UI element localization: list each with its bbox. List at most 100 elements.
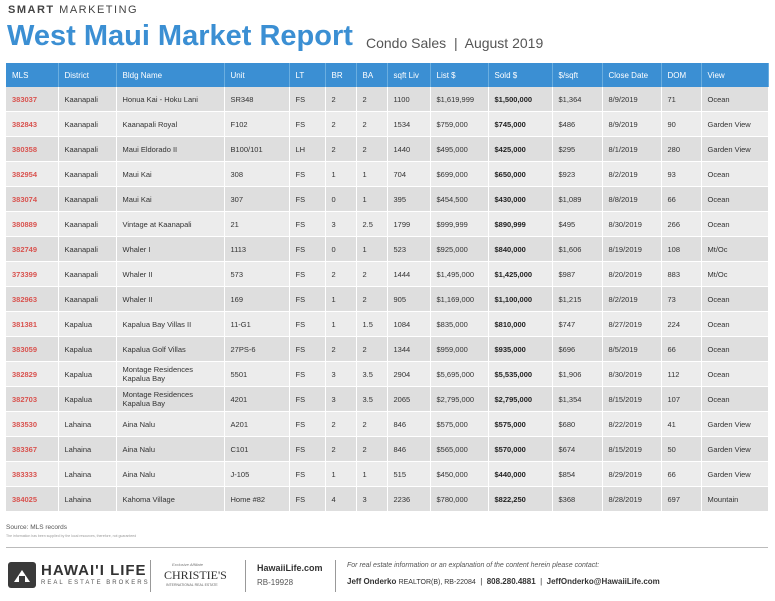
table-cell: SR348 <box>224 87 290 112</box>
table-cell: 8/15/2019 <box>602 386 662 412</box>
table-cell: FS <box>289 361 326 387</box>
table-cell: $1,495,000 <box>430 261 489 287</box>
table-row: 382843 Kaanapali Kaanapali Royal F102 FS 2 2 15… <box>6 111 769 137</box>
brand-sub: REAL ESTATE BROKERS <box>41 580 150 586</box>
agent-title: REALTOR(B), RB-22084 <box>398 579 476 586</box>
table-cell: 66 <box>661 461 702 487</box>
source: Source: MLS records <box>6 524 68 531</box>
contact-note: For real estate information or an explan… <box>347 562 600 569</box>
table-cell: 2 <box>356 111 388 137</box>
table-cell: 883 <box>661 261 702 287</box>
table-cell: 373399 <box>6 261 59 287</box>
column-header: Bldg Name <box>116 63 225 87</box>
table-cell: 93 <box>661 161 702 187</box>
table-cell: 523 <box>387 236 431 262</box>
table-cell: B100/101 <box>224 136 290 162</box>
table-cell: 8/30/2019 <box>602 361 662 387</box>
table-cell: 2236 <box>387 486 431 512</box>
table-cell: 66 <box>661 336 702 362</box>
table-cell: Kaanapali <box>58 211 117 237</box>
table-cell: 8/9/2019 <box>602 111 662 137</box>
table-cell: 2904 <box>387 361 431 387</box>
table-cell: $1,100,000 <box>488 286 553 312</box>
table-cell: FS <box>289 161 326 187</box>
table-cell: $1,364 <box>552 87 603 112</box>
table-cell: $959,000 <box>430 336 489 362</box>
table-cell: $840,000 <box>488 236 553 262</box>
table-cell: 2 <box>356 261 388 287</box>
table-cell: 1799 <box>387 211 431 237</box>
table-cell: 1444 <box>387 261 431 287</box>
table-cell: 8/5/2019 <box>602 336 662 362</box>
table-cell: 382843 <box>6 111 59 137</box>
table-row: 383367 Lahaina Aina Nalu C101 FS 2 2 846 $565,00… <box>6 436 769 462</box>
column-header: LT <box>289 63 326 87</box>
column-header: $/sqft <box>552 63 603 87</box>
table-row: 383037 Kaanapali Honua Kai - Hoku Lani SR34… <box>6 87 769 112</box>
table-cell: $780,000 <box>430 486 489 512</box>
table-cell: 2 <box>325 261 357 287</box>
table-cell: 307 <box>224 186 290 212</box>
table-cell: Ocean <box>701 186 769 212</box>
table-cell: $5,695,000 <box>430 361 489 387</box>
table-cell: 1534 <box>387 111 431 137</box>
column-header: BA <box>356 63 388 87</box>
table-cell: 3 <box>325 211 357 237</box>
table-cell: Garden View <box>701 436 769 462</box>
table-cell: Home #82 <box>224 486 290 512</box>
table-row: 383333 Lahaina Aina Nalu J-105 FS 1 1 515 $450,0… <box>6 461 769 487</box>
table-cell: Mt/Oc <box>701 261 769 287</box>
table-cell: 383333 <box>6 461 59 487</box>
table-cell: $454,500 <box>430 186 489 212</box>
table-cell: $1,500,000 <box>488 87 553 112</box>
table-cell: Kapalua <box>58 336 117 362</box>
table-cell: 2 <box>325 411 357 437</box>
table-cell: Ocean <box>701 311 769 337</box>
table-cell: 1 <box>325 161 357 187</box>
table-cell: $999,999 <box>430 211 489 237</box>
license: RB-19928 <box>257 578 294 587</box>
table-cell: 8/15/2019 <box>602 436 662 462</box>
table-cell: 41 <box>661 411 702 437</box>
table-cell: 1 <box>356 186 388 212</box>
table-cell: Ocean <box>701 161 769 187</box>
table-cell: 697 <box>661 486 702 512</box>
table-cell: Kapalua <box>58 386 117 412</box>
table-cell: 846 <box>387 411 431 437</box>
table-cell: 382749 <box>6 236 59 262</box>
table-cell: $1,089 <box>552 186 603 212</box>
table-cell: Aina Nalu <box>116 436 225 462</box>
table-cell: 2 <box>325 336 357 362</box>
table-cell: 169 <box>224 286 290 312</box>
table-cell: 704 <box>387 161 431 187</box>
table-cell: $1,619,999 <box>430 87 489 112</box>
table-cell: 308 <box>224 161 290 187</box>
table-cell: 2 <box>325 136 357 162</box>
disclaimer: The information has been supplied by the… <box>6 534 137 538</box>
table-cell: 1.5 <box>356 311 388 337</box>
subtitle-text: Condo Sales <box>366 35 447 51</box>
table-cell: Kaanapali <box>58 136 117 162</box>
table-cell: $925,000 <box>430 236 489 262</box>
table-row: 382703 Kapalua Montage Residences Kapalua … <box>6 386 769 412</box>
table-cell: Lahaina <box>58 411 117 437</box>
table-cell: 27PS-6 <box>224 336 290 362</box>
table-cell: LH <box>289 136 326 162</box>
table-cell: Kapalua Bay Villas II <box>116 311 225 337</box>
table-cell: 0 <box>325 186 357 212</box>
column-header: List $ <box>430 63 489 87</box>
column-header: View <box>701 63 769 87</box>
table-cell: C101 <box>224 436 290 462</box>
table-cell: $430,000 <box>488 186 553 212</box>
table-row: 382829 Kapalua Montage Residences Kapalua … <box>6 361 769 387</box>
table-cell: $425,000 <box>488 136 553 162</box>
table-cell: $1,354 <box>552 386 603 412</box>
column-header: District <box>58 63 117 87</box>
column-header: Close Date <box>602 63 662 87</box>
table-cell: Kaanapali <box>58 286 117 312</box>
table-cell: FS <box>289 87 326 112</box>
table-cell: Whaler II <box>116 286 225 312</box>
table-cell: 383059 <box>6 336 59 362</box>
table-cell: Maui Kai <box>116 186 225 212</box>
